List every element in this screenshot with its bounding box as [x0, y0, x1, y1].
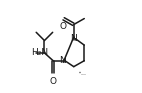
Text: H₂N: H₂N [31, 48, 48, 57]
Text: O: O [60, 22, 67, 31]
Text: N: N [59, 56, 66, 65]
Text: ...: ... [81, 71, 87, 76]
Text: N: N [70, 34, 77, 43]
Text: O: O [50, 77, 57, 86]
